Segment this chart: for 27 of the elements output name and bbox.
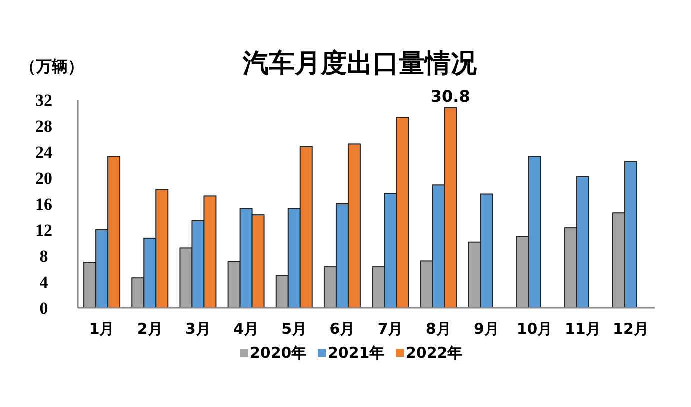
x-tick-label: 3月 xyxy=(185,320,211,338)
y-tick-label: 12 xyxy=(36,221,52,240)
legend-label: 2022年 xyxy=(406,344,463,362)
y-tick-label: 4 xyxy=(40,273,49,292)
ylabel: （万辆） xyxy=(20,57,84,76)
y-tick-label: 28 xyxy=(36,117,52,136)
y-tick-label: 24 xyxy=(36,143,53,162)
y-tick-label: 20 xyxy=(36,169,52,188)
y-tick-label: 32 xyxy=(36,91,52,110)
x-tick-label: 10月 xyxy=(516,320,553,338)
x-tick-label: 2月 xyxy=(137,320,163,338)
x-tick-label: 9月 xyxy=(474,320,500,338)
y-tick-label: 0 xyxy=(40,299,48,318)
x-tick-label: 4月 xyxy=(234,320,260,338)
x-tick-label: 1月 xyxy=(89,320,115,338)
legend-label: 2021年 xyxy=(328,344,385,362)
x-tick-label: 11月 xyxy=(564,320,601,338)
x-tick-label: 6月 xyxy=(330,320,356,338)
x-tick-label: 8月 xyxy=(426,320,452,338)
data-label: 30.8 xyxy=(430,86,470,106)
y-tick-label: 8 xyxy=(40,247,48,266)
y-tick-label: 16 xyxy=(36,195,52,214)
x-tick-label: 7月 xyxy=(378,320,404,338)
legend-label: 2020年 xyxy=(250,344,307,362)
title: 汽车月度出口量情况 xyxy=(243,49,477,79)
x-tick-label: 5月 xyxy=(282,320,308,338)
x-tick-label: 12月 xyxy=(613,320,649,338)
